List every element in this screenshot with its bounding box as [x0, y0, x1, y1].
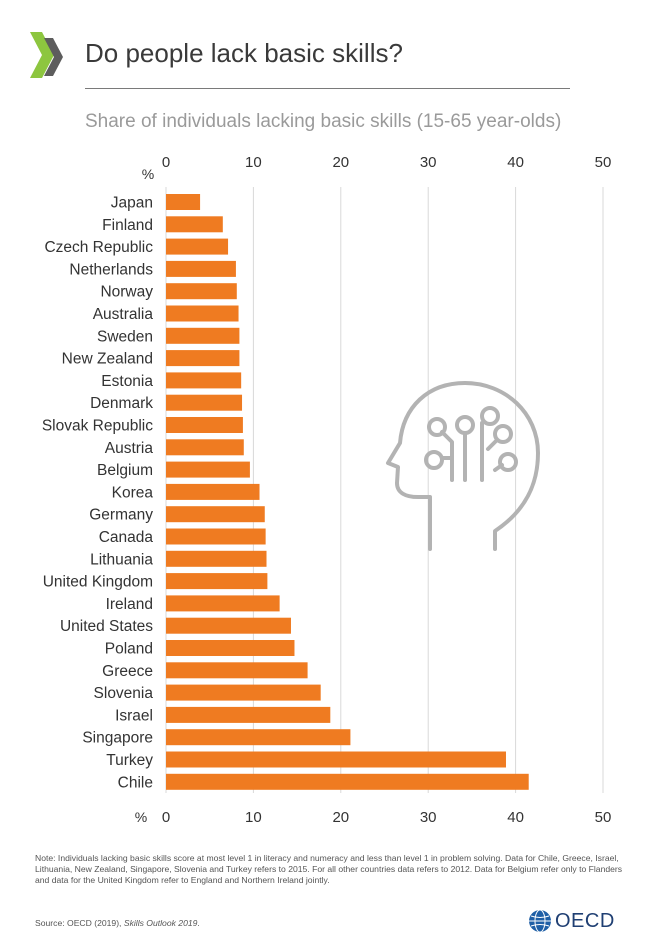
head-circuit-icon [386, 381, 540, 551]
category-label: Korea [112, 484, 154, 501]
category-labels: Japan Finland Czech Republic Netherlands Nor… [42, 195, 154, 792]
category-label: Japan [111, 195, 153, 212]
category-label: Lithuania [90, 551, 153, 568]
x-tick-label-top: 50 [595, 154, 612, 171]
category-label: Greece [102, 663, 153, 680]
x-tick-label-top: 40 [507, 154, 524, 171]
bar [166, 550, 267, 567]
bar [166, 194, 201, 210]
bar [166, 283, 237, 300]
bar [166, 506, 265, 523]
category-label: Denmark [90, 395, 153, 412]
category-label: Canada [99, 529, 154, 546]
chart-note: Note: Individuals lacking basic skills s… [35, 853, 623, 885]
bars [166, 194, 529, 790]
category-label: Turkey [106, 752, 153, 769]
category-label: Chile [118, 774, 153, 791]
bar [166, 417, 243, 433]
bar [166, 461, 250, 478]
bar [166, 773, 529, 790]
bar [166, 684, 321, 701]
axis-unit-top: % [142, 166, 154, 182]
category-label: New Zealand [62, 351, 153, 368]
bar [166, 573, 268, 590]
source-title: Skills Outlook 2019 [123, 918, 198, 928]
x-tick-label-bottom: 10 [245, 809, 262, 826]
category-label: Singapore [82, 730, 153, 747]
bar [166, 439, 244, 456]
bar [166, 706, 331, 723]
bar [166, 528, 266, 545]
x-tick-label-top: 30 [420, 154, 437, 171]
page-title: Do people lack basic skills? [85, 38, 403, 68]
oecd-chevron-logo [30, 32, 63, 78]
oecd-globe-icon [529, 909, 551, 933]
category-label: Estonia [101, 373, 153, 390]
category-label: Ireland [106, 596, 153, 613]
bar [166, 260, 236, 277]
x-tick-label-bottom: 0 [162, 809, 170, 826]
bar [166, 394, 243, 411]
source-line: Source: OECD (2019), Skills Outlook 2019… [35, 918, 200, 928]
category-label: Poland [105, 641, 153, 658]
bar [166, 305, 239, 322]
category-label: Norway [100, 284, 153, 301]
source-suffix: . [197, 918, 200, 928]
axis-ticks: 0 0 10 10 20 20 30 30 40 40 50 50%% [135, 154, 612, 826]
axis-unit-bottom: % [135, 809, 147, 825]
x-tick-label-top: 10 [245, 154, 262, 171]
category-label: Slovenia [94, 685, 154, 702]
bar [166, 595, 280, 612]
category-label: Australia [93, 306, 154, 323]
bar [166, 327, 240, 344]
x-tick-label-bottom: 50 [595, 809, 612, 826]
category-label: United States [60, 618, 153, 635]
category-label: Netherlands [69, 261, 153, 278]
bar-chart: Japan Finland Czech Republic Netherlands Nor… [42, 154, 612, 826]
category-label: Belgium [97, 462, 153, 479]
category-label: Slovak Republic [42, 418, 153, 435]
oecd-logo: OECD [528, 908, 615, 934]
category-label: Czech Republic [44, 239, 153, 256]
bar [166, 617, 291, 634]
category-label: United Kingdom [43, 574, 153, 591]
x-tick-label-top: 20 [332, 154, 349, 171]
x-tick-label-top: 0 [162, 154, 170, 171]
bar [166, 483, 260, 500]
bar [166, 662, 308, 679]
bar [166, 751, 506, 768]
category-label: Israel [115, 707, 153, 724]
bar [166, 729, 351, 746]
bar [166, 238, 229, 255]
category-label: Austria [105, 440, 154, 457]
bar [166, 216, 223, 233]
category-label: Sweden [97, 328, 153, 345]
bar [166, 372, 242, 389]
chart-subtitle: Share of individuals lacking basic skill… [85, 111, 562, 132]
x-tick-label-bottom: 40 [507, 809, 524, 826]
bar [166, 640, 295, 656]
source-prefix: Source: OECD (2019), [35, 918, 124, 928]
title-divider [85, 88, 570, 89]
oecd-wordmark: OECD [555, 909, 615, 932]
x-tick-label-bottom: 20 [332, 809, 349, 826]
category-label: Finland [102, 217, 153, 234]
category-label: Germany [89, 507, 153, 524]
bar [166, 350, 240, 367]
x-tick-label-bottom: 30 [420, 809, 437, 826]
